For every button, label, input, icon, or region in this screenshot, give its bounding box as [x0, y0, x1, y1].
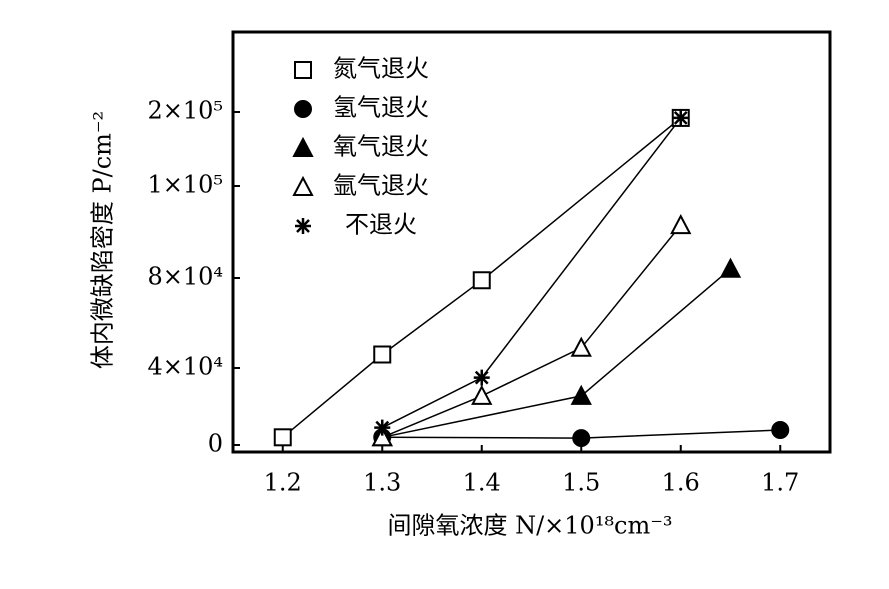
y-tick-label: 4×10⁴: [147, 353, 223, 381]
y-tick-label: 1×10⁵: [147, 171, 223, 199]
data-point: [472, 271, 491, 290]
data-point: [570, 384, 592, 405]
legend-marker: [292, 136, 314, 157]
x-tick-label: 1.4: [463, 469, 501, 497]
data-point: [719, 257, 742, 278]
plot-frame: [231, 30, 832, 454]
data-point: [672, 109, 689, 126]
legend-marker: [292, 175, 314, 196]
y-tick-label: 0: [208, 430, 223, 458]
x-tick-label: 1.3: [363, 469, 401, 497]
data-point: [670, 213, 692, 235]
x-tick-label: 1.2: [264, 469, 302, 497]
data-point: [471, 384, 493, 405]
legend-label: 不退火: [345, 211, 417, 239]
data-point: [374, 419, 391, 436]
x-tick-label: 1.7: [761, 469, 799, 497]
legend-label: 氩气退火: [333, 172, 429, 200]
data-point: [572, 429, 591, 448]
data-point: [371, 426, 393, 447]
legend-marker: [294, 100, 312, 118]
y-axis-label: 体内微缺陷密度 P/cm⁻²: [89, 111, 117, 369]
data-point: [570, 336, 592, 357]
legend-label: 氢气退火: [333, 94, 429, 122]
data-point: [273, 428, 292, 447]
data-point: [771, 420, 790, 439]
legend-label: 氧气退火: [333, 133, 429, 161]
x-tick-label: 1.5: [562, 469, 600, 497]
legend-marker: [295, 218, 311, 234]
legend-marker: [294, 61, 312, 79]
y-tick-label: 2×10⁵: [147, 97, 223, 125]
series-line: [282, 117, 682, 438]
x-tick-label: 1.6: [662, 469, 700, 497]
legend-label: 氮气退火: [333, 55, 429, 83]
series-line: [382, 224, 682, 438]
data-point: [473, 369, 490, 386]
x-axis-label: 间隙氧浓度 N/×10¹⁸cm⁻³: [387, 512, 672, 540]
data-point: [373, 345, 392, 364]
y-tick-label: 8×10⁴: [147, 263, 223, 291]
